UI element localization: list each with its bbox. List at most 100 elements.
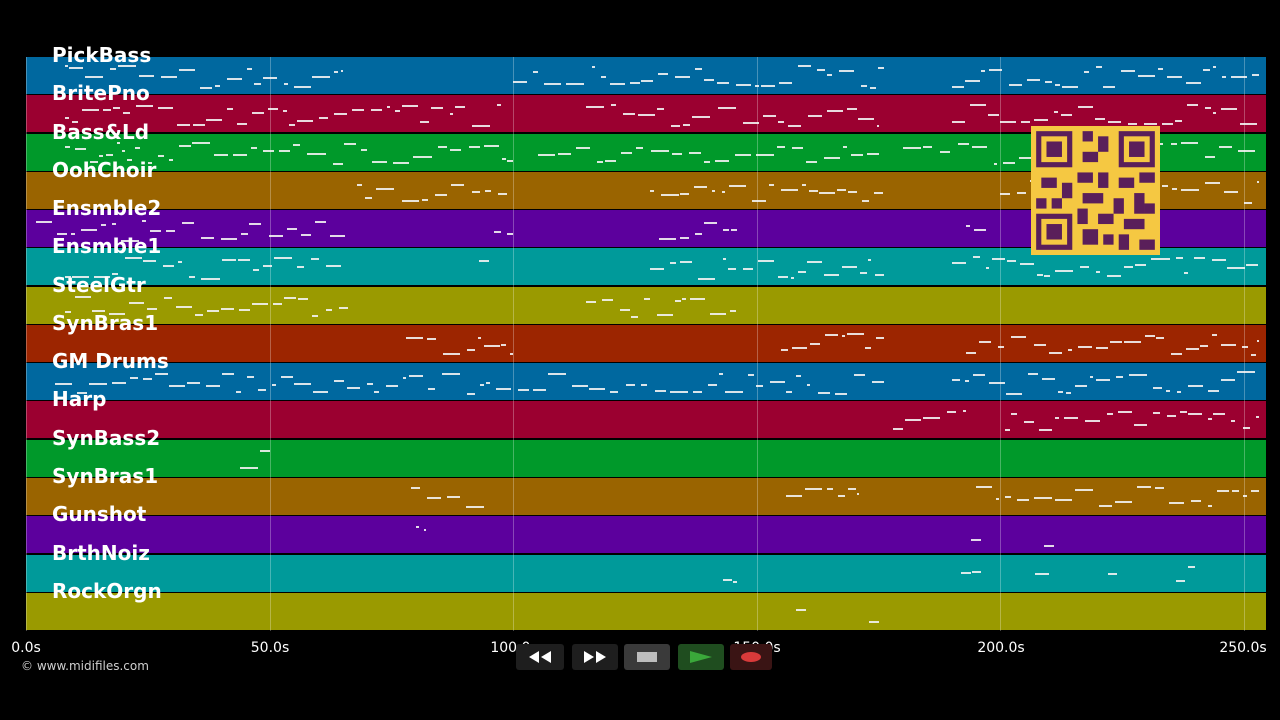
midi-note (106, 154, 113, 157)
midi-note (472, 124, 491, 127)
track-lane[interactable] (26, 516, 1266, 554)
midi-note (343, 143, 356, 146)
midi-note (693, 391, 703, 394)
midi-note (1187, 565, 1195, 568)
midi-note (284, 82, 289, 85)
midi-note (709, 313, 726, 316)
track-lane[interactable] (26, 592, 1266, 630)
track-name-label: Harp (52, 387, 107, 412)
midi-note (178, 69, 196, 72)
midi-note (1027, 79, 1040, 82)
midi-note (762, 115, 777, 118)
midi-note (352, 109, 365, 112)
stop-button[interactable] (624, 644, 670, 670)
midi-note (857, 493, 860, 496)
midi-note (1186, 103, 1198, 106)
midi-note (247, 68, 252, 71)
midi-note (620, 309, 630, 312)
midi-note (112, 273, 118, 276)
midi-note (200, 237, 215, 240)
midi-note (988, 114, 999, 117)
midi-note (186, 381, 200, 384)
midi-note (332, 163, 343, 166)
midi-note (576, 146, 590, 149)
play-button[interactable] (678, 644, 724, 670)
midi-note (1055, 84, 1060, 87)
midi-note (130, 376, 138, 379)
midi-note (35, 220, 53, 223)
midi-note (1184, 272, 1189, 275)
midi-note (194, 314, 204, 317)
track-lane[interactable] (26, 95, 1266, 133)
midi-note (112, 222, 116, 225)
midi-note (610, 391, 619, 394)
midi-note (610, 103, 616, 106)
record-button[interactable] (730, 644, 772, 670)
midi-note (1107, 573, 1118, 576)
midi-note (1115, 376, 1123, 378)
midi-note (537, 153, 556, 156)
rewind-button[interactable] (516, 644, 564, 670)
track-lane[interactable] (26, 554, 1266, 592)
midi-note (1037, 273, 1043, 276)
midi-note (657, 313, 673, 316)
midi-note (951, 379, 960, 382)
midi-note (154, 372, 168, 375)
midi-note (81, 108, 100, 111)
midi-note (1107, 120, 1122, 123)
midi-note (693, 186, 707, 189)
midi-note (988, 382, 1006, 385)
midi-note (1016, 192, 1026, 195)
midi-note (226, 77, 242, 80)
midi-note (682, 123, 690, 126)
midi-note (57, 233, 67, 236)
midi-note (1250, 353, 1257, 356)
track-lane[interactable] (26, 401, 1266, 439)
midi-note (1107, 274, 1122, 277)
midi-note (566, 83, 585, 86)
midi-note (776, 145, 786, 148)
midi-note (838, 495, 846, 498)
midi-note (1153, 387, 1163, 390)
track-lane[interactable] (26, 324, 1266, 362)
midi-note (113, 107, 121, 110)
midi-note (842, 145, 847, 148)
midi-note (992, 258, 1005, 261)
midi-note (1241, 346, 1248, 349)
midi-note (484, 144, 500, 147)
time-gridline (269, 57, 271, 631)
midi-note (824, 334, 838, 337)
track-lane[interactable] (26, 439, 1266, 477)
track-name-label: Gunshot (52, 502, 147, 527)
qr-code[interactable] (1031, 126, 1160, 255)
midi-note (778, 81, 793, 84)
midi-note (903, 147, 922, 150)
midi-note (221, 238, 237, 241)
midi-note (725, 390, 744, 393)
midi-note (74, 147, 87, 150)
midi-note (654, 390, 666, 393)
midi-note (877, 67, 884, 70)
track-name-label: SynBass2 (52, 425, 161, 450)
midi-note (1161, 185, 1168, 188)
track-lane[interactable] (26, 57, 1266, 94)
midi-note (1223, 190, 1238, 193)
midi-note (1085, 419, 1101, 422)
midi-note (867, 153, 880, 156)
midi-note (971, 145, 987, 148)
midi-note (443, 352, 460, 355)
track-lane[interactable] (26, 286, 1266, 324)
midi-note (74, 295, 91, 298)
midi-note (858, 117, 874, 120)
track-lane[interactable] (26, 363, 1266, 401)
midi-note (1175, 120, 1182, 123)
midi-note (157, 154, 164, 157)
midi-note (283, 109, 287, 112)
midi-note (360, 148, 367, 151)
midi-note (1179, 411, 1188, 414)
fast-forward-button[interactable] (572, 644, 618, 670)
midi-note (347, 386, 361, 389)
midi-note (1027, 372, 1039, 375)
track-lane[interactable] (26, 477, 1266, 515)
midi-note (222, 373, 235, 376)
